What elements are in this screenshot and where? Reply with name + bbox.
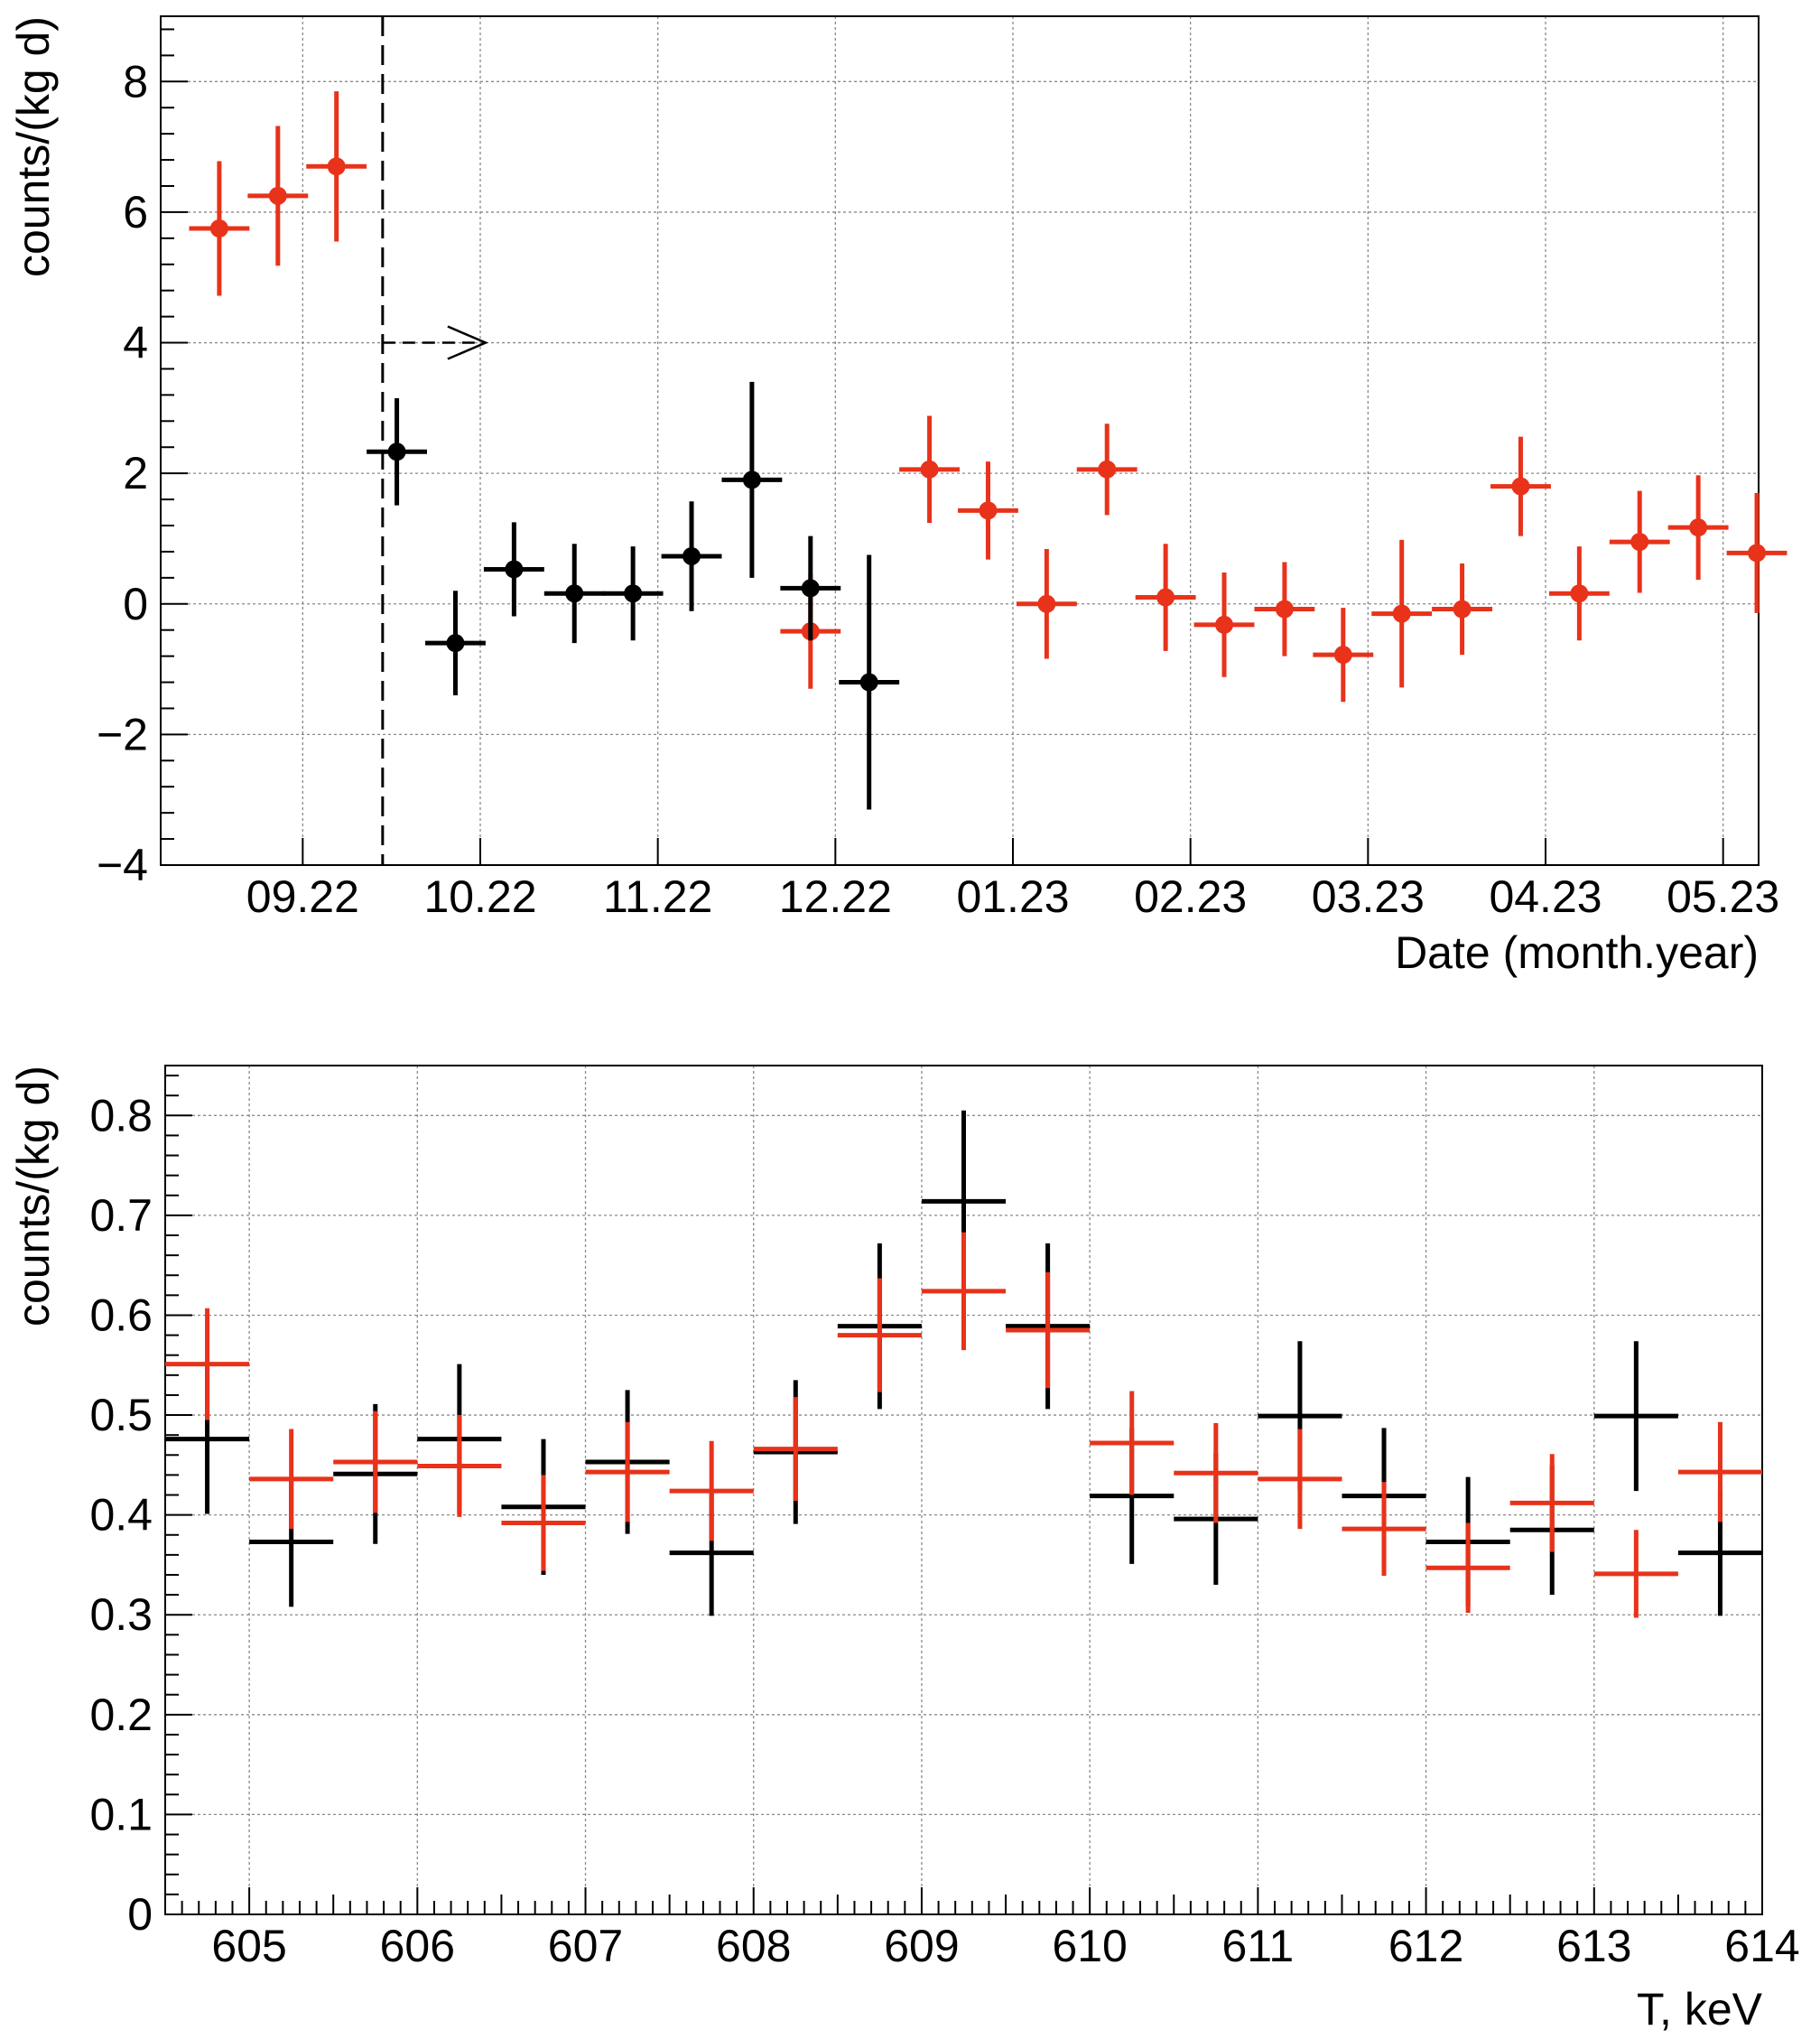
data-point-marker (742, 470, 761, 489)
x-tick-label: 01.23 (956, 871, 1069, 922)
data-point-marker (979, 501, 998, 520)
y-tick-label: 0.1 (89, 1789, 153, 1839)
y-tick-label: 8 (123, 56, 148, 107)
data-point-marker (920, 460, 939, 479)
data-point-marker (565, 584, 584, 603)
data-point-marker (1275, 600, 1294, 619)
data-point-marker (1570, 584, 1589, 603)
data-point-marker (1392, 604, 1411, 623)
y-tick-label: 0 (127, 1889, 153, 1940)
top-panel-time-series: −4 −2 0 2 4 6 8 09.22 10.22 11.22 12.22 01.23 02.23 0… (8, 15, 1788, 978)
x-tick-label: 09.22 (246, 871, 359, 922)
series-1 (165, 1232, 1762, 1618)
x-tick-label: 03.23 (1312, 871, 1425, 922)
data-point-marker (1511, 477, 1530, 496)
data-point-marker (1098, 460, 1117, 479)
y-tick-label: 0.6 (89, 1290, 153, 1340)
data-point-marker (1333, 646, 1352, 665)
x-tick-label: 609 (884, 1921, 959, 1971)
data-point-marker (209, 219, 228, 237)
x-tick-label: 612 (1388, 1921, 1463, 1971)
series-1 (367, 381, 900, 810)
y-axis-label: counts/(kg d) (8, 1066, 59, 1327)
x-tick-label: 05.23 (1667, 871, 1779, 922)
plot-frame (160, 15, 1760, 866)
data-point-marker (1748, 544, 1767, 563)
data-point-marker (1037, 594, 1056, 613)
data-point-marker (1630, 533, 1649, 552)
x-axis-label: T, keV (1637, 1984, 1763, 2034)
x-tick-label: 11.22 (603, 871, 712, 922)
data-point-marker (801, 579, 820, 598)
y-tick-label: −2 (97, 709, 148, 759)
x-tick-label: 610 (1052, 1921, 1127, 1971)
data-point-marker (1215, 615, 1234, 634)
y-tick-label: 0.4 (89, 1490, 153, 1541)
x-tick-label: 613 (1556, 1921, 1631, 1971)
data-point-marker (505, 560, 524, 579)
x-tick-label: 607 (548, 1921, 623, 1971)
x-tick-label: 02.23 (1134, 871, 1247, 922)
y-tick-label: 0.5 (89, 1390, 153, 1440)
y-tick-label: 2 (123, 448, 148, 498)
y-tick-label: 6 (123, 187, 148, 237)
y-tick-label: 0 (123, 579, 148, 629)
y-tick-label: 0.8 (89, 1090, 153, 1141)
y-tick-label: 4 (123, 318, 148, 368)
data-point-marker (859, 673, 878, 692)
data-point-marker (1453, 600, 1472, 619)
data-point-marker (1689, 518, 1708, 537)
data-point-marker (1156, 588, 1175, 607)
y-tick-label: 0.3 (89, 1589, 153, 1640)
data-point-marker (682, 546, 701, 565)
x-axis-label: Date (month.year) (1395, 927, 1759, 978)
data-point-marker (268, 186, 287, 205)
y-tick-label: 0.2 (89, 1690, 153, 1740)
data-point-marker (387, 442, 406, 461)
x-tick-label: 606 (380, 1921, 455, 1971)
y-tick-label: −4 (97, 840, 148, 890)
x-tick-label: 10.22 (423, 871, 536, 922)
data-point-marker (624, 584, 643, 603)
x-tick-label: 608 (716, 1921, 791, 1971)
bottom-panel-energy-spectrum: 0 0.1 0.2 0.3 0.4 0.5 0.6 0.7 0.8 605 606 607 608 609… (8, 1065, 1800, 2034)
y-axis-label: counts/(kg d) (8, 16, 59, 277)
x-tick-label: 611 (1222, 1921, 1295, 1971)
data-point-marker (327, 157, 346, 176)
x-tick-label: 04.23 (1489, 871, 1602, 922)
x-tick-label: 12.22 (779, 871, 892, 922)
x-tick-label: 605 (211, 1921, 286, 1971)
data-point-marker (446, 634, 465, 653)
y-tick-label: 0.7 (89, 1190, 153, 1241)
arrow-head (447, 325, 489, 360)
plot-frame (164, 1065, 1763, 1915)
x-tick-label: 614 (1724, 1921, 1799, 1971)
